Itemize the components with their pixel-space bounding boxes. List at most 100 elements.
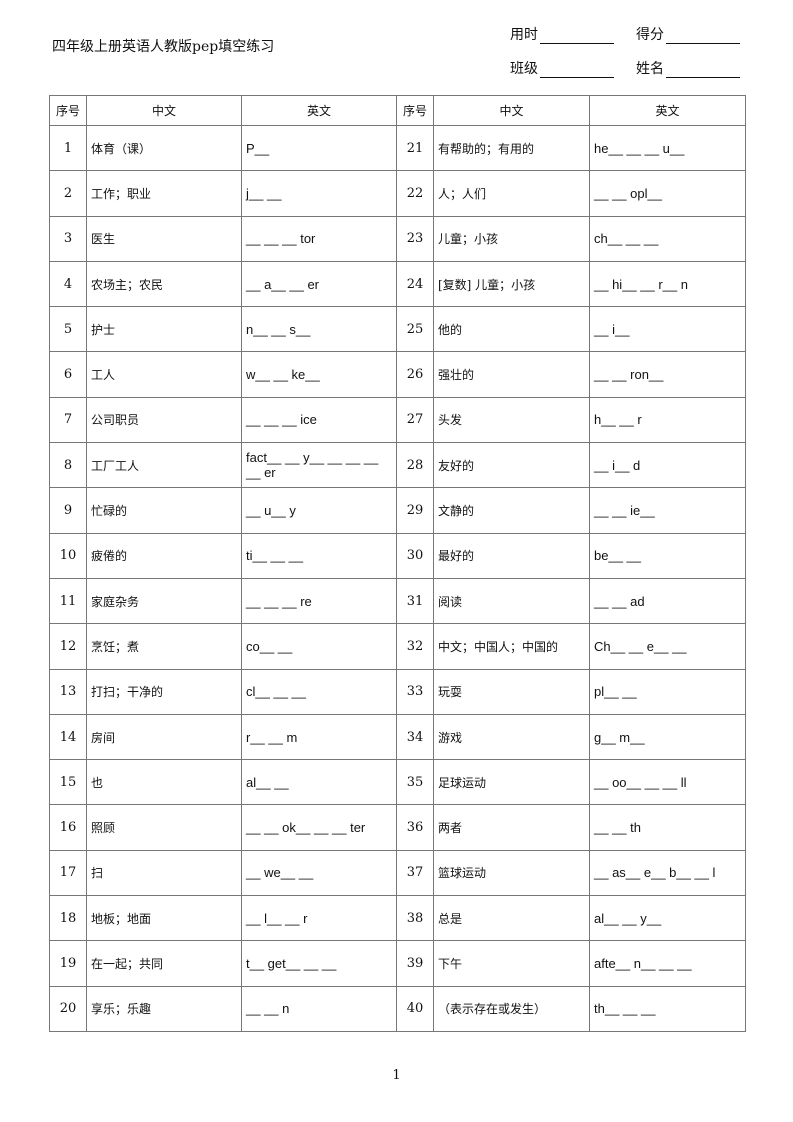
time-blank[interactable] <box>540 29 614 44</box>
item-number: 10 <box>49 532 87 579</box>
table-row: 2 工作；职业 j__ __ 22 人；人们 __ __ opl__ <box>49 170 746 217</box>
table-row: 3 医生 __ __ __ tor 23 儿童；小孩 ch__ __ __ <box>49 215 746 262</box>
english-blank[interactable]: ti__ __ __ <box>241 532 397 579</box>
english-blank[interactable]: al__ __ y__ <box>589 895 746 942</box>
chinese-term: 家庭杂务 <box>86 577 242 625</box>
english-blank[interactable]: t__ get__ __ __ <box>241 940 397 987</box>
item-number: 35 <box>396 759 434 806</box>
english-blank[interactable]: th__ __ __ <box>589 985 746 1032</box>
english-blank[interactable]: __ i__ d <box>589 442 746 489</box>
chinese-term: 头发 <box>433 396 590 444</box>
table-row: 11 家庭杂务 __ __ __ re 31 阅读 __ __ ad <box>49 577 746 625</box>
table-row: 5 护士 n__ __ s__ 25 他的 __ i__ <box>49 306 746 353</box>
item-number: 22 <box>396 170 434 217</box>
item-number: 39 <box>396 940 434 987</box>
chinese-term: 农场主；农民 <box>86 260 242 308</box>
chinese-term: 文静的 <box>433 487 590 534</box>
item-number: 27 <box>396 396 434 444</box>
name-blank[interactable] <box>666 63 740 78</box>
item-number: 4 <box>49 260 87 308</box>
header-cn: 中文 <box>86 95 242 126</box>
chinese-term: 工厂工人 <box>86 442 242 489</box>
chinese-term: 享乐；乐趣 <box>86 985 242 1032</box>
chinese-term: 两者 <box>433 804 590 851</box>
chinese-term: 忙碌的 <box>86 487 242 534</box>
english-blank[interactable]: co__ __ <box>241 623 397 670</box>
english-blank[interactable]: __ l__ __ r <box>241 895 397 942</box>
english-blank[interactable]: fact__ __ y__ __ __ __ __ er <box>241 442 397 489</box>
table-row: 18 地板；地面 __ l__ __ r 38 总是 al__ __ y__ <box>49 895 746 942</box>
item-number: 19 <box>49 940 87 987</box>
chinese-term: 公司职员 <box>86 396 242 444</box>
english-blank[interactable]: __ __ th <box>589 804 746 851</box>
item-number: 2 <box>49 170 87 217</box>
item-number: 15 <box>49 759 87 806</box>
chinese-term: 也 <box>86 759 242 806</box>
english-blank[interactable]: __ __ __ ice <box>241 396 397 444</box>
english-blank[interactable]: w__ __ ke__ <box>241 351 397 398</box>
item-number: 12 <box>49 623 87 670</box>
english-blank[interactable]: __ __ ok__ __ __ ter <box>241 804 397 851</box>
item-number: 6 <box>49 351 87 398</box>
header-cn: 中文 <box>433 95 590 126</box>
chinese-term: 照顾 <box>86 804 242 851</box>
english-blank[interactable]: P__ <box>241 124 397 172</box>
english-blank[interactable]: afte__ n__ __ __ <box>589 940 746 987</box>
english-blank[interactable]: r__ __ m <box>241 713 397 761</box>
name-label: 姓名 <box>636 61 664 77</box>
english-blank[interactable]: __ oo__ __ __ ll <box>589 759 746 806</box>
item-number: 1 <box>49 124 87 172</box>
english-blank[interactable]: __ __ ie__ <box>589 487 746 534</box>
item-number: 17 <box>49 849 87 897</box>
english-blank[interactable]: __ u__ y <box>241 487 397 534</box>
score-blank[interactable] <box>666 29 740 44</box>
english-blank[interactable]: __ as__ e__ b__ __ l <box>589 849 746 897</box>
table-row: 10 疲倦的 ti__ __ __ 30 最好的 be__ __ <box>49 532 746 579</box>
item-number: 31 <box>396 577 434 625</box>
chinese-term: 地板；地面 <box>86 895 242 942</box>
chinese-term: 最好的 <box>433 532 590 579</box>
english-blank[interactable]: Ch__ __ e__ __ <box>589 623 746 670</box>
english-blank[interactable]: __ we__ __ <box>241 849 397 897</box>
chinese-term: 玩耍 <box>433 668 590 715</box>
english-blank[interactable]: pl__ __ <box>589 668 746 715</box>
chinese-term: 有帮助的；有用的 <box>433 124 590 172</box>
chinese-term: 疲倦的 <box>86 532 242 579</box>
time-field[interactable]: 用时 <box>510 24 614 44</box>
english-blank[interactable]: h__ __ r <box>589 396 746 444</box>
english-blank[interactable]: __ i__ <box>589 306 746 353</box>
english-blank[interactable]: __ __ ad <box>589 577 746 625</box>
english-blank[interactable]: __ hi__ __ r__ n <box>589 260 746 308</box>
header-num: 序号 <box>49 95 87 126</box>
english-blank[interactable]: n__ __ s__ <box>241 306 397 353</box>
english-blank[interactable]: __ __ ron__ <box>589 351 746 398</box>
english-blank[interactable]: be__ __ <box>589 532 746 579</box>
english-blank[interactable]: __ __ opl__ <box>589 170 746 217</box>
english-blank[interactable]: __ __ __ re <box>241 577 397 625</box>
class-field[interactable]: 班级 <box>510 58 614 78</box>
table-row: 19 在一起；共同 t__ get__ __ __ 39 下午 afte__ n__ __… <box>49 940 746 987</box>
english-blank[interactable]: j__ __ <box>241 170 397 217</box>
item-number: 37 <box>396 849 434 897</box>
header-en: 英文 <box>241 95 397 126</box>
chinese-term: 强壮的 <box>433 351 590 398</box>
english-blank[interactable]: __ __ n <box>241 985 397 1032</box>
name-field[interactable]: 姓名 <box>636 58 740 78</box>
english-blank[interactable]: cl__ __ __ <box>241 668 397 715</box>
table-row: 6 工人 w__ __ ke__ 26 强壮的 __ __ ron__ <box>49 351 746 398</box>
english-blank[interactable]: g__ m__ <box>589 713 746 761</box>
english-blank[interactable]: __ __ __ tor <box>241 215 397 262</box>
score-label: 得分 <box>636 27 664 43</box>
score-field[interactable]: 得分 <box>636 24 740 44</box>
english-blank[interactable]: ch__ __ __ <box>589 215 746 262</box>
item-number: 20 <box>49 985 87 1032</box>
english-blank[interactable]: al__ __ <box>241 759 397 806</box>
class-blank[interactable] <box>540 63 614 78</box>
item-number: 7 <box>49 396 87 444</box>
table-row: 13 打扫；干净的 cl__ __ __ 33 玩耍 pl__ __ <box>49 668 746 715</box>
table-header: 序号 中文 英文 序号 中文 英文 <box>49 95 746 126</box>
table-row: 15 也 al__ __ 35 足球运动 __ oo__ __ __ ll <box>49 759 746 806</box>
english-blank[interactable]: __ a__ __ er <box>241 260 397 308</box>
english-blank[interactable]: he__ __ __ u__ <box>589 124 746 172</box>
